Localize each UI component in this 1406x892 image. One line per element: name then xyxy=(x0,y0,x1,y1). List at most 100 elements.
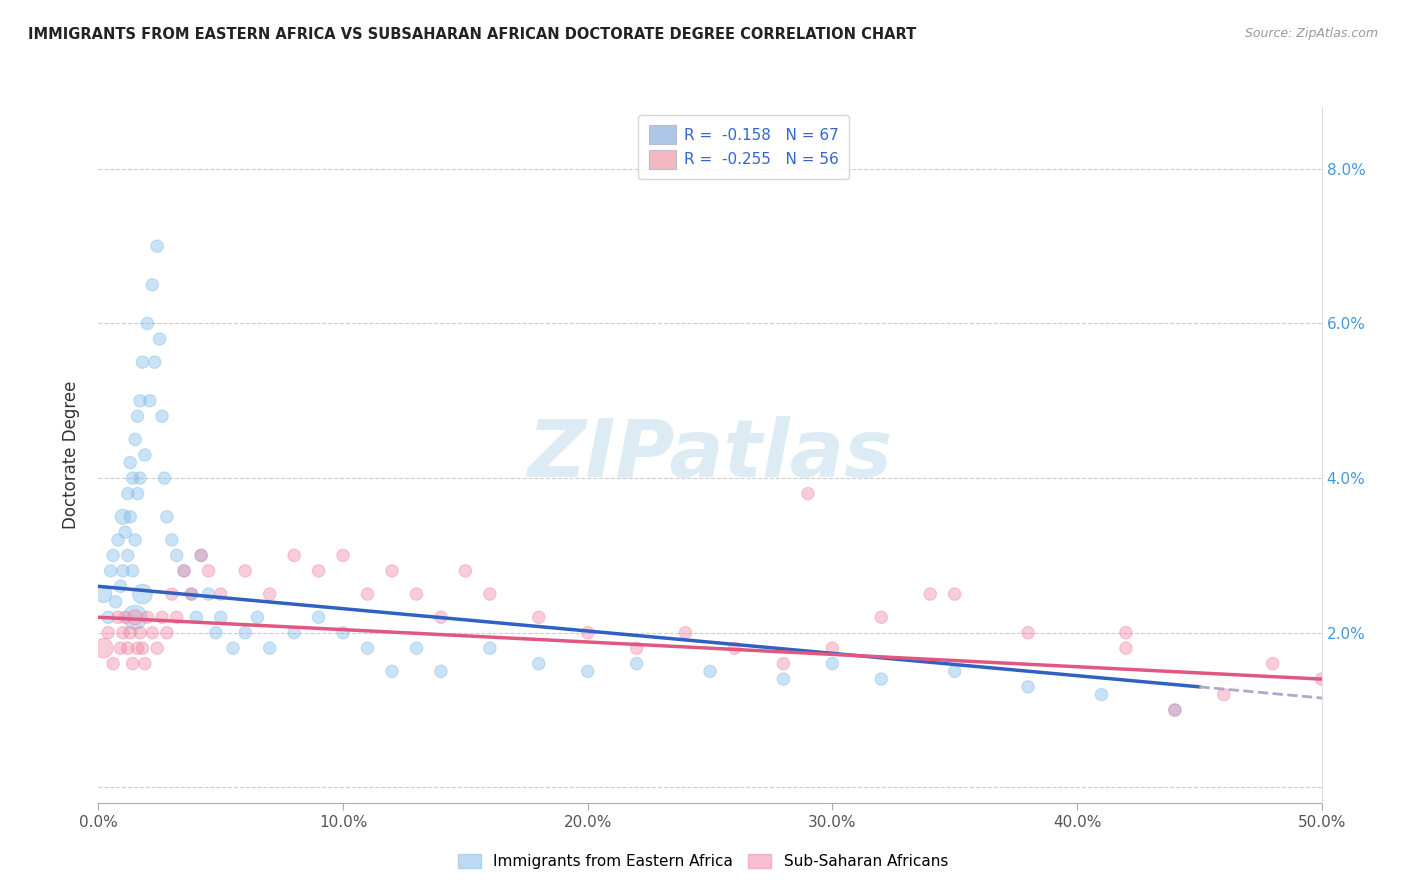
Point xyxy=(233,564,256,578)
Point xyxy=(821,641,844,656)
Point xyxy=(153,471,176,485)
Point xyxy=(209,587,232,601)
Point xyxy=(127,409,149,424)
Point xyxy=(156,509,179,524)
Point xyxy=(141,625,163,640)
Point xyxy=(259,641,281,656)
Point xyxy=(180,587,202,601)
Point xyxy=(1115,641,1137,656)
Point xyxy=(180,587,202,601)
Point xyxy=(173,564,195,578)
Point xyxy=(150,610,173,624)
Point xyxy=(117,486,139,500)
Point xyxy=(166,610,188,624)
Point xyxy=(160,587,183,601)
Legend: Immigrants from Eastern Africa, Sub-Saharan Africans: Immigrants from Eastern Africa, Sub-Saha… xyxy=(451,848,955,875)
Point xyxy=(150,409,173,424)
Point xyxy=(117,641,139,656)
Point xyxy=(943,587,966,601)
Point xyxy=(308,610,330,624)
Point xyxy=(131,355,153,369)
Point xyxy=(156,625,179,640)
Point xyxy=(430,665,453,679)
Point xyxy=(233,625,256,640)
Point xyxy=(110,641,132,656)
Point xyxy=(120,509,142,524)
Point xyxy=(97,625,120,640)
Point xyxy=(1261,657,1284,671)
Point xyxy=(205,625,228,640)
Point xyxy=(173,564,195,578)
Point xyxy=(100,564,122,578)
Point xyxy=(626,641,648,656)
Point xyxy=(124,433,146,447)
Point xyxy=(675,625,697,640)
Point xyxy=(283,625,305,640)
Point xyxy=(405,641,427,656)
Point xyxy=(111,564,134,578)
Point xyxy=(110,579,132,593)
Point xyxy=(1090,688,1112,702)
Point xyxy=(381,665,404,679)
Point xyxy=(107,533,129,547)
Point xyxy=(870,610,893,624)
Point xyxy=(139,393,162,408)
Point xyxy=(136,317,159,331)
Y-axis label: Doctorate Degree: Doctorate Degree xyxy=(62,381,80,529)
Point xyxy=(190,549,212,563)
Point xyxy=(576,625,599,640)
Point xyxy=(308,564,330,578)
Point xyxy=(146,239,169,253)
Point xyxy=(127,641,149,656)
Point xyxy=(111,509,134,524)
Point xyxy=(97,610,120,624)
Point xyxy=(124,533,146,547)
Point xyxy=(356,587,378,601)
Point xyxy=(259,587,281,601)
Legend: R =  -0.158   N = 67, R =  -0.255   N = 56: R = -0.158 N = 67, R = -0.255 N = 56 xyxy=(638,115,849,179)
Point xyxy=(283,549,305,563)
Point xyxy=(197,587,219,601)
Point xyxy=(699,665,721,679)
Point xyxy=(129,471,152,485)
Point xyxy=(134,448,156,462)
Point xyxy=(332,549,354,563)
Point xyxy=(104,595,127,609)
Point xyxy=(114,525,136,540)
Point xyxy=(149,332,172,346)
Point xyxy=(332,625,354,640)
Point xyxy=(124,610,146,624)
Point xyxy=(478,587,501,601)
Point xyxy=(117,549,139,563)
Point xyxy=(772,657,794,671)
Point xyxy=(111,625,134,640)
Point xyxy=(943,665,966,679)
Point xyxy=(723,641,745,656)
Point xyxy=(120,625,142,640)
Point xyxy=(1212,688,1234,702)
Point xyxy=(131,641,153,656)
Text: Source: ZipAtlas.com: Source: ZipAtlas.com xyxy=(1244,27,1378,40)
Point xyxy=(121,471,143,485)
Point xyxy=(626,657,648,671)
Point xyxy=(131,587,153,601)
Point xyxy=(821,657,844,671)
Point xyxy=(920,587,942,601)
Point xyxy=(197,564,219,578)
Point xyxy=(166,549,188,563)
Point xyxy=(356,641,378,656)
Point xyxy=(772,672,794,686)
Point xyxy=(1017,680,1039,694)
Point xyxy=(1115,625,1137,640)
Point xyxy=(1164,703,1187,717)
Point xyxy=(381,564,404,578)
Point xyxy=(1017,625,1039,640)
Point xyxy=(146,641,169,656)
Point xyxy=(576,665,599,679)
Point xyxy=(141,277,163,292)
Point xyxy=(121,657,143,671)
Point xyxy=(186,610,208,624)
Point xyxy=(129,625,152,640)
Point xyxy=(190,549,212,563)
Point xyxy=(1164,703,1187,717)
